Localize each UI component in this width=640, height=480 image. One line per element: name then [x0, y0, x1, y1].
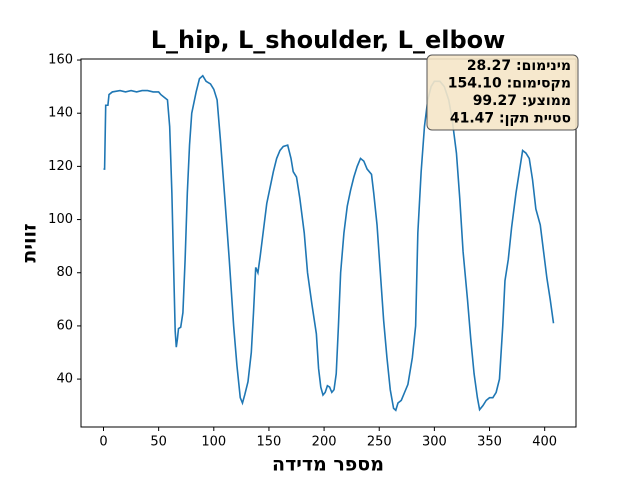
stats-box	[426, 54, 579, 131]
x-axis-label: מספר מדידה	[272, 454, 384, 476]
x-tick-label: 350	[477, 435, 502, 450]
chart-title: L_hip, L_shoulder, L_elbow	[151, 26, 506, 54]
x-tick-label: 100	[201, 435, 226, 450]
x-tick-label: 250	[367, 435, 392, 450]
y-tick-label: 40	[56, 372, 73, 387]
y-tick-label: 100	[48, 212, 73, 227]
y-tick-label: 160	[48, 53, 73, 68]
x-tick-label: 400	[532, 435, 557, 450]
x-tick-label: 50	[150, 435, 167, 450]
stats-text: סטיית תקן: 41.47	[450, 111, 571, 127]
stats-text: מקסימום: 154.10	[448, 76, 571, 92]
y-axis-label: זווית	[19, 223, 41, 262]
x-tick-label: 0	[99, 435, 107, 450]
y-tick-label: 140	[48, 106, 73, 121]
stats-text: ממוצע: 99.27	[473, 93, 571, 109]
y-tick-label: 80	[56, 265, 73, 280]
y-tick-label: 120	[48, 159, 73, 174]
x-tick-label: 150	[257, 435, 282, 450]
x-tick-label: 200	[312, 435, 337, 450]
x-tick-label: 300	[422, 435, 447, 450]
plot-frame	[80, 58, 577, 428]
data-line	[103, 74, 555, 412]
stats-text: מינימום: 28.27	[467, 58, 571, 74]
y-tick-label: 60	[56, 318, 73, 333]
